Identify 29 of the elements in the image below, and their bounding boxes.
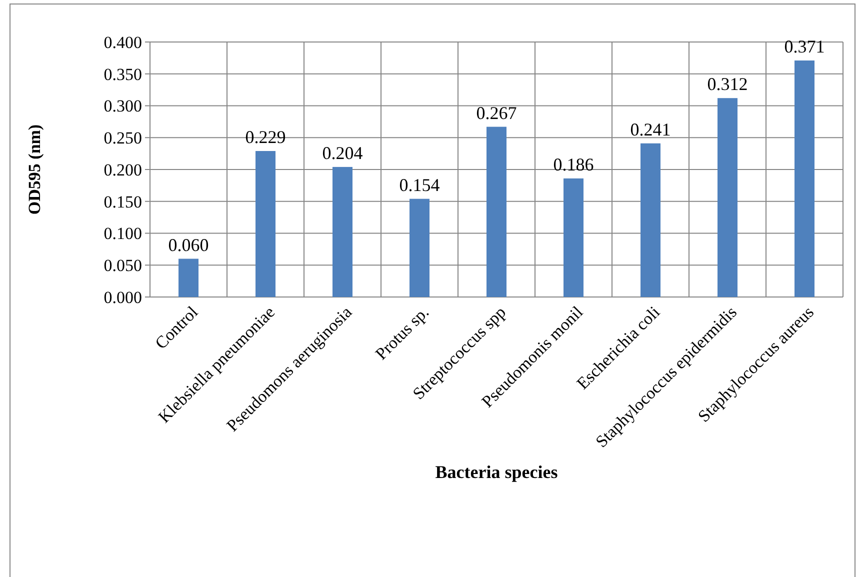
bar	[486, 126, 506, 297]
data-label: 0.371	[784, 36, 825, 56]
y-tick-label: 0.400	[104, 32, 142, 52]
data-label: 0.312	[707, 74, 748, 94]
y-axis-title: OD595 (nm)	[25, 124, 44, 215]
y-tick-label: 0.200	[104, 160, 142, 180]
bar	[794, 60, 814, 297]
data-label: 0.241	[630, 119, 671, 140]
bar	[564, 178, 584, 297]
x-axis-title: Bacteria species	[435, 462, 558, 482]
data-label: 0.186	[553, 154, 594, 174]
y-tick-label: 0.050	[104, 256, 142, 276]
data-label: 0.060	[168, 234, 209, 255]
y-tick-label: 0.150	[104, 192, 142, 212]
y-tick-label: 0.300	[104, 96, 142, 116]
bar	[640, 143, 660, 297]
y-tick-label: 0.000	[104, 288, 142, 307]
data-label: 0.229	[245, 127, 286, 148]
data-label: 0.204	[322, 142, 363, 163]
bar	[178, 258, 198, 297]
bar	[410, 198, 430, 297]
bar	[256, 151, 276, 297]
bar	[718, 98, 738, 297]
y-tick-label: 0.350	[104, 64, 142, 84]
bar	[332, 166, 352, 297]
y-tick-label: 0.250	[104, 128, 142, 148]
data-label: 0.154	[399, 174, 440, 195]
y-tick-label: 0.100	[104, 224, 142, 244]
data-label: 0.267	[476, 102, 517, 123]
